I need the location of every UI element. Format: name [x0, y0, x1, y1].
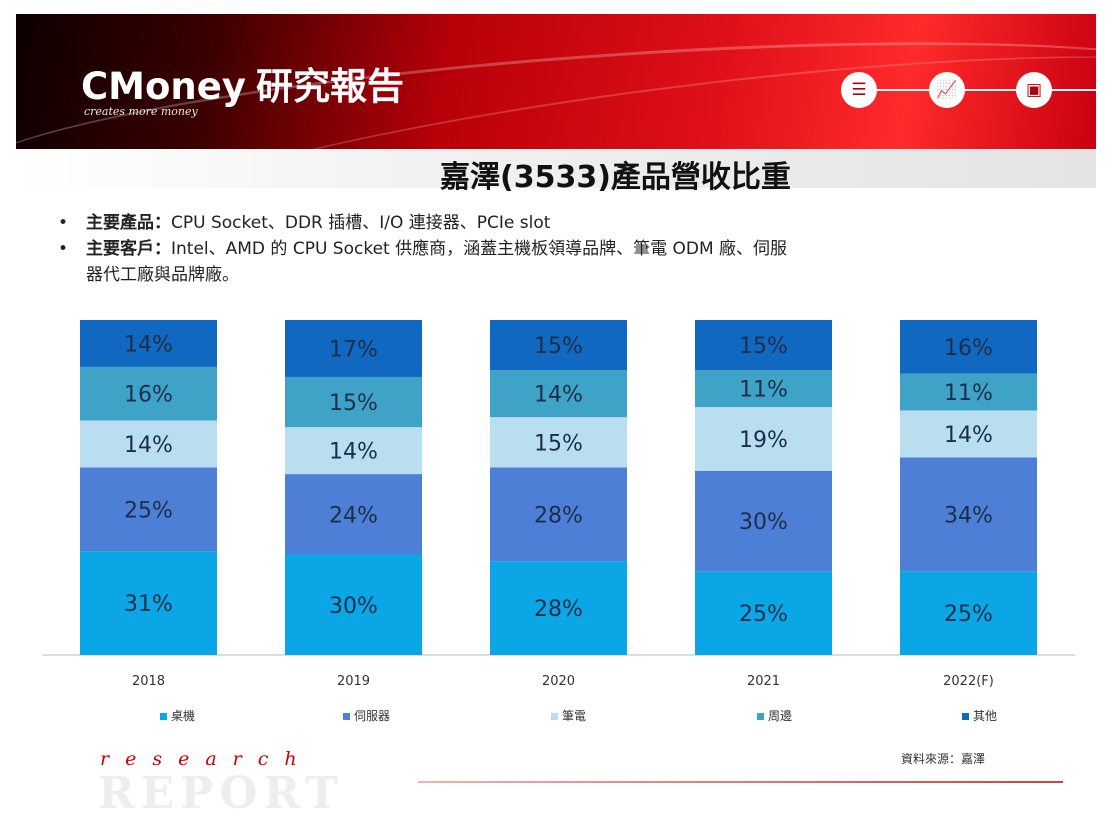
bar-segment [490, 370, 627, 418]
data-label: 14% [124, 433, 173, 458]
legend-swatch [160, 713, 167, 720]
list-item: • 主要產品：CPU Socket、DDR 插槽、I/O 連接器、PCIe sl… [58, 210, 1088, 236]
bar-segment [900, 571, 1037, 655]
data-label: 34% [944, 503, 993, 528]
legend-swatch [962, 713, 969, 720]
legend-swatch [757, 713, 764, 720]
x-tick-label: 2021 [747, 674, 780, 689]
legend-item: 筆電 [551, 707, 586, 724]
bar-segment [285, 320, 422, 377]
bullet-icon: • [58, 213, 69, 233]
x-tick-label: 2022(F) [943, 674, 994, 689]
data-label: 14% [329, 440, 378, 465]
data-label: 24% [329, 503, 378, 528]
brand-logo: CMoney 研究報告 [81, 56, 404, 110]
page-title: 嘉澤(3533)產品營收比重 [440, 160, 791, 195]
data-label: 11% [739, 378, 788, 403]
legend-label: 其他 [973, 709, 998, 723]
bar-segment [285, 427, 422, 475]
legend-swatch [551, 713, 558, 720]
bar-segment [695, 407, 832, 471]
bullet-list: • 主要產品：CPU Socket、DDR 插槽、I/O 連接器、PCIe sl… [58, 210, 1088, 288]
bar-segment [900, 373, 1037, 411]
data-label: 15% [534, 431, 583, 456]
data-label: 15% [329, 391, 378, 416]
bar-segment [490, 320, 627, 371]
legend-label: 桌機 [171, 709, 196, 723]
bar-segment [695, 370, 832, 408]
data-label: 11% [944, 381, 993, 406]
data-label: 15% [534, 334, 583, 359]
nav-connector [851, 89, 1096, 91]
chart-icon[interactable]: 📈 [929, 72, 965, 108]
x-tick-label: 2020 [542, 674, 575, 689]
title-bar [16, 150, 1096, 188]
data-label: 30% [739, 510, 788, 535]
bar-segment [80, 551, 217, 655]
legend-item: 伺服器 [343, 707, 390, 724]
bullet-icon: • [58, 239, 69, 259]
data-label: 14% [534, 383, 583, 408]
report-watermark: REPORT [98, 768, 345, 819]
bar-segment [80, 366, 217, 421]
bullet-text: CPU Socket、DDR 插槽、I/O 連接器、PCIe slot [171, 213, 551, 233]
data-label: 16% [944, 336, 993, 361]
data-label: 16% [124, 383, 173, 408]
brand-tagline: creates more money [84, 105, 198, 118]
bar-segment [490, 467, 627, 562]
bullet-label: 主要客戶： [86, 239, 171, 259]
bullet-text: Intel、AMD 的 CPU Socket 供應商，涵蓋主機板領導品牌、筆電 … [171, 239, 788, 259]
data-label: 25% [124, 498, 173, 523]
x-tick-label: 2019 [337, 674, 370, 689]
bar-segment [80, 320, 217, 367]
bar-segment [80, 467, 217, 552]
bar-segment [900, 410, 1037, 458]
bar-segment [900, 320, 1037, 374]
data-label: 25% [944, 602, 993, 627]
stacked-bar-chart: 31% 25% 14% 16% 14% 2018 30% 24% 14% 15% 17% 2019 28… [42, 320, 1075, 689]
data-label: 14% [944, 423, 993, 448]
bar-segment [490, 417, 627, 468]
brand-subtitle: 研究報告 [255, 65, 404, 108]
data-label: 28% [534, 503, 583, 528]
bullet-label: 主要產品： [86, 213, 171, 233]
bar-segment [285, 474, 422, 555]
bar-segment [285, 554, 422, 655]
data-label: 28% [534, 597, 583, 622]
bar-segment [80, 420, 217, 468]
header-banner: CMoney 研究報告 creates more money ☰ 📈 ▣ [16, 14, 1096, 159]
x-tick-label: 2018 [132, 674, 165, 689]
bar-segment [695, 571, 832, 655]
legend-label: 周邊 [768, 709, 793, 723]
legend-label: 筆電 [562, 709, 587, 723]
legend-swatch [343, 713, 350, 720]
research-text: research [100, 748, 313, 770]
data-label: 14% [124, 332, 173, 357]
legend-item: 其他 [962, 707, 997, 724]
data-label: 31% [124, 592, 173, 617]
bullet-continuation: 器代工廠與品牌廠。 [86, 265, 239, 285]
bar-segment [695, 320, 832, 371]
image-icon[interactable]: ▣ [1016, 72, 1052, 108]
data-label: 30% [329, 594, 378, 619]
list-icon[interactable]: ☰ [841, 72, 877, 108]
bar-segment [695, 470, 832, 572]
brand-name: CMoney [81, 65, 246, 108]
legend-item: 桌機 [160, 707, 195, 724]
bar-segment [490, 561, 627, 655]
data-label: 19% [739, 428, 788, 453]
legend-label: 伺服器 [354, 709, 391, 723]
list-item: • 主要客戶：Intel、AMD 的 CPU Socket 供應商，涵蓋主機板領… [58, 236, 1088, 262]
bar-segment [285, 376, 422, 428]
footer-divider [418, 781, 1063, 783]
data-label: 25% [739, 602, 788, 627]
source-note: 資料來源：嘉澤 [901, 752, 986, 766]
legend-item: 周邊 [757, 707, 792, 724]
bar-segment [900, 457, 1037, 572]
data-label: 15% [739, 334, 788, 359]
data-label: 17% [329, 337, 378, 362]
